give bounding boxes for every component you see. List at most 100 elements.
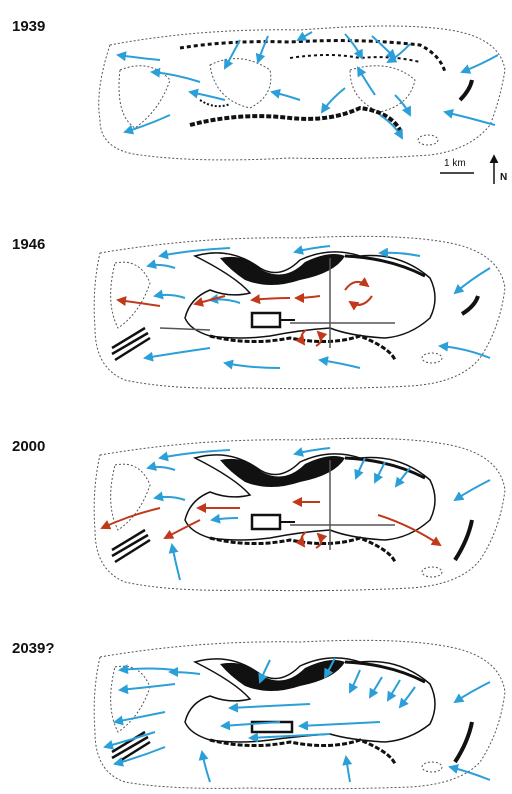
dune-ridge [453, 519, 474, 562]
outflow-arrow [163, 519, 201, 539]
shoreline [344, 660, 426, 684]
pond-outline [421, 352, 443, 364]
inflow-arrow [374, 461, 386, 484]
shoreline [344, 254, 426, 278]
gyre-arrow [315, 532, 328, 549]
inflow-arrow [318, 356, 361, 369]
year-label: 1939 [12, 18, 46, 35]
inflow-arrow [113, 711, 166, 726]
marsh-outline [110, 261, 151, 329]
inflow-arrow [293, 447, 331, 457]
marsh-outline [110, 665, 151, 733]
scale-label: 1 km [444, 158, 466, 169]
land-dark [220, 660, 345, 691]
inflow-arrow [443, 109, 496, 126]
land-fill [184, 251, 436, 339]
inflow-arrow [223, 359, 281, 370]
year-label: 1946 [12, 236, 46, 253]
inflow-arrow [438, 341, 491, 359]
land-dark [220, 456, 345, 487]
marsh-outline [118, 65, 171, 129]
inflow-arrow [378, 247, 421, 258]
pond-outline [421, 566, 443, 578]
panel-2039: 2039? [0, 622, 512, 794]
inflow-arrow [270, 88, 301, 101]
dune-ridge [458, 79, 474, 102]
inflow-arrow [394, 467, 411, 488]
catchment-outline [93, 235, 506, 390]
land-dark [220, 254, 345, 285]
inflow-arrow [386, 679, 401, 702]
inflow-arrow [460, 54, 499, 74]
panel-1939: 1939 [0, 0, 512, 200]
outflow-arrow [377, 514, 442, 547]
inflow-arrow [153, 491, 186, 502]
inflow-arrow [168, 543, 181, 581]
inflow-arrow [394, 94, 411, 117]
shoreline [344, 456, 426, 480]
inflow-arrow [118, 683, 176, 695]
scale-bar [440, 172, 474, 174]
catchment-outline [98, 25, 506, 161]
inflow-arrow [210, 513, 239, 524]
map-1939 [98, 25, 506, 161]
shoreline [209, 334, 397, 361]
structure [250, 311, 282, 329]
jetty [111, 326, 151, 362]
inflow-arrow [258, 659, 271, 684]
outflow-arrow [193, 295, 226, 307]
marsh-outline [110, 463, 151, 531]
jetty [111, 528, 151, 564]
inflow-arrow [320, 87, 346, 114]
gyre-arrow [344, 277, 370, 291]
inflow-arrow [198, 750, 211, 783]
inflow-arrow [224, 39, 241, 70]
outflow-arrow [116, 296, 161, 307]
outflow-arrow [100, 507, 161, 530]
year-label: 2039? [12, 640, 55, 657]
inflow-arrow [228, 702, 311, 713]
panel-2000: 2000 [0, 420, 512, 610]
inflow-arrow [123, 114, 171, 135]
inflow-arrow [298, 720, 381, 731]
pond-outline [421, 761, 443, 773]
shoreline [289, 54, 421, 63]
inflow-arrow [255, 35, 269, 64]
inflow-arrow [158, 247, 231, 260]
land-fill [184, 453, 436, 541]
catchment-outline [93, 639, 506, 790]
inflow-arrow [453, 479, 491, 502]
map-2039 [93, 639, 506, 790]
inflow-arrow [146, 461, 176, 471]
inflow-arrow [208, 293, 241, 304]
inflow-arrow [448, 764, 491, 781]
inflow-arrow [356, 66, 376, 96]
inflow-arrow [293, 245, 331, 255]
inflow-arrow [220, 720, 281, 731]
gyre-arrow [348, 295, 373, 311]
map-2000 [93, 437, 506, 592]
inflow-arrow [188, 88, 226, 101]
inflow-arrow [344, 33, 363, 60]
inflow-arrow [153, 289, 186, 300]
shoreline [189, 105, 402, 132]
shoreline [199, 99, 231, 108]
inflow-arrow [143, 347, 211, 362]
marsh-outline [209, 58, 272, 109]
pond-outline [417, 134, 439, 146]
inflow-arrow [349, 669, 361, 694]
inflow-arrow [398, 686, 416, 709]
north-arrow-icon [489, 154, 499, 184]
panel-1946: 1946 [0, 218, 512, 408]
gyre-arrow [295, 531, 307, 548]
dune-ridge [460, 295, 480, 316]
year-label: 2000 [12, 438, 46, 455]
outflow-arrow [250, 294, 291, 305]
map-1946 [93, 235, 506, 390]
inflow-arrow [296, 31, 313, 41]
inflow-arrow [453, 681, 491, 704]
inflow-arrow [368, 676, 383, 699]
inflow-arrow [324, 657, 336, 679]
inflow-arrow [379, 114, 403, 140]
dune-ridge [453, 721, 474, 764]
